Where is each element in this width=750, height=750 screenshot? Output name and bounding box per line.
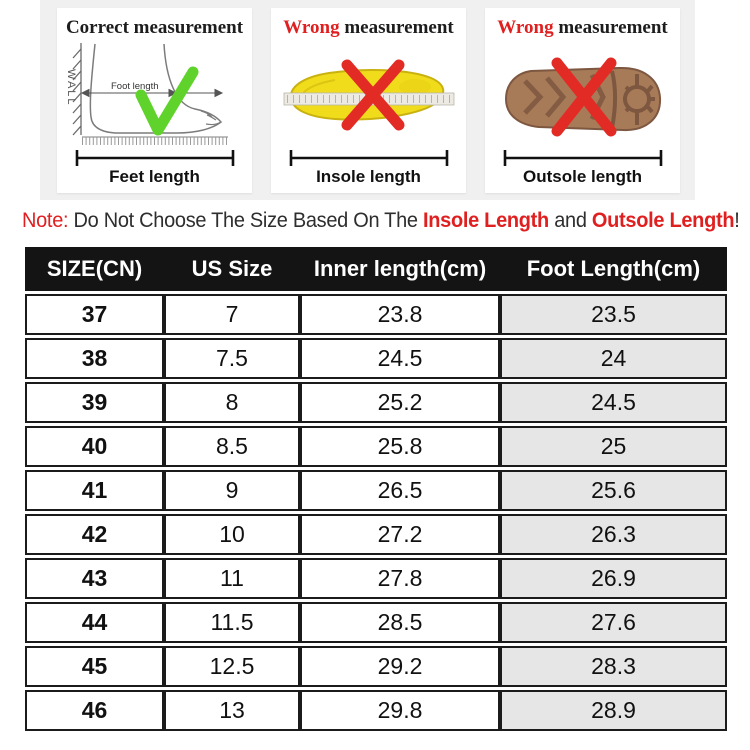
note-conjunction: and <box>554 209 587 232</box>
foot-length-measure-line <box>80 88 223 98</box>
cell-inner-length: 23.8 <box>300 294 500 335</box>
cell-foot-length: 25.6 <box>500 470 727 511</box>
foot-outline <box>89 43 222 134</box>
table-row: 38 7.5 24.5 24 <box>25 338 727 379</box>
cell-size-cn: 46 <box>25 690 164 731</box>
heel-pattern <box>609 70 655 129</box>
table-row: 45 12.5 29.2 28.3 <box>25 646 727 687</box>
cell-inner-length: 27.2 <box>300 514 500 555</box>
note-prefix: Note: <box>22 209 69 232</box>
panel-title-word: Correct <box>65 17 129 38</box>
wall-label: WALL <box>65 69 77 107</box>
cell-inner-length: 25.8 <box>300 426 500 467</box>
cell-inner-length: 29.2 <box>300 646 500 687</box>
header-inner-length: Inner length(cm) <box>300 247 500 291</box>
bracket-label: Feet length <box>109 167 200 186</box>
panel-title: Wrong measurement <box>283 17 453 39</box>
table-row: 46 13 29.8 28.9 <box>25 690 727 731</box>
cell-foot-length: 26.3 <box>500 514 727 555</box>
bracket-label: Insole length <box>316 167 421 186</box>
table-row: 39 8 25.2 24.5 <box>25 382 727 423</box>
note-highlight-outsole: Outsole Length <box>591 209 735 232</box>
table-row: 44 11.5 28.5 27.6 <box>25 602 727 643</box>
cell-inner-length: 25.2 <box>300 382 500 423</box>
cell-foot-length: 27.6 <box>500 602 727 643</box>
size-warning-note: Note: Do Not Choose The Size Based On Th… <box>22 209 740 233</box>
cell-us-size: 11.5 <box>164 602 300 643</box>
foot-measurement-illustration: WALL Foot length <box>65 43 228 145</box>
cell-foot-length: 28.9 <box>500 690 727 731</box>
outsole-illustration <box>504 57 661 137</box>
cell-inner-length: 29.8 <box>300 690 500 731</box>
insole-illustration <box>283 59 454 131</box>
cell-us-size: 7 <box>164 294 300 335</box>
table-row: 40 8.5 25.8 25 <box>25 426 727 467</box>
table-row: 41 9 26.5 25.6 <box>25 470 727 511</box>
table-row: 42 10 27.2 26.3 <box>25 514 727 555</box>
size-chart-table: SIZE(CN) US Size Inner length(cm) Foot L… <box>25 244 727 734</box>
cell-size-cn: 41 <box>25 470 164 511</box>
panel-wrong-outsole: Wrong measurement Outsole length <box>485 8 680 193</box>
cell-foot-length: 28.3 <box>500 646 727 687</box>
wall-hatch <box>72 43 82 136</box>
cell-inner-length: 26.5 <box>300 470 500 511</box>
cell-size-cn: 38 <box>25 338 164 379</box>
cell-inner-length: 28.5 <box>300 602 500 643</box>
cell-us-size: 10 <box>164 514 300 555</box>
panel-title-rest: measurement <box>558 17 668 38</box>
check-icon <box>135 66 198 136</box>
panel-title-rest: measurement <box>133 17 244 38</box>
note-highlight-insole: Insole Length <box>422 209 549 232</box>
table-row: 43 11 27.8 26.9 <box>25 558 727 599</box>
cell-us-size: 8.5 <box>164 426 300 467</box>
cell-foot-length: 23.5 <box>500 294 727 335</box>
cell-foot-length: 24 <box>500 338 727 379</box>
header-size-cn: SIZE(CN) <box>25 247 164 291</box>
cell-size-cn: 39 <box>25 382 164 423</box>
cell-size-cn: 40 <box>25 426 164 467</box>
cell-inner-length: 24.5 <box>300 338 500 379</box>
ruler <box>81 136 228 145</box>
panel-title-word: Wrong <box>497 17 554 38</box>
cross-icon <box>341 59 404 131</box>
cell-us-size: 9 <box>164 470 300 511</box>
cell-foot-length: 25 <box>500 426 727 467</box>
cell-us-size: 8 <box>164 382 300 423</box>
cell-foot-length: 24.5 <box>500 382 727 423</box>
cell-size-cn: 42 <box>25 514 164 555</box>
panel-title-word: Wrong <box>283 17 340 38</box>
note-body: Do Not Choose The Size Based On The <box>73 209 418 232</box>
bracket-label: Outsole length <box>523 167 642 186</box>
header-us-size: US Size <box>164 247 300 291</box>
length-bracket <box>503 150 662 166</box>
cell-us-size: 11 <box>164 558 300 599</box>
insole-shading <box>398 79 431 95</box>
cell-size-cn: 45 <box>25 646 164 687</box>
panel-wrong-insole: Wrong measurement Insole length <box>271 8 466 193</box>
cell-size-cn: 43 <box>25 558 164 599</box>
note-suffix: ! <box>734 209 740 232</box>
foot-length-label: Foot length <box>111 81 159 92</box>
cross-icon <box>551 57 616 137</box>
panel-correct-measurement: Correct measurement WALL Foot length <box>57 8 252 193</box>
measurement-panels-band: Correct measurement WALL Foot length <box>40 0 695 200</box>
length-bracket <box>289 150 448 166</box>
panel-title-rest: measurement <box>344 17 454 38</box>
panel-title: Correct measurement <box>66 17 243 39</box>
cell-us-size: 12.5 <box>164 646 300 687</box>
header-foot-length: Foot Length(cm) <box>500 247 727 291</box>
cell-size-cn: 37 <box>25 294 164 335</box>
cell-inner-length: 27.8 <box>300 558 500 599</box>
cell-foot-length: 26.9 <box>500 558 727 599</box>
table-row: 37 7 23.8 23.5 <box>25 294 727 335</box>
cell-us-size: 13 <box>164 690 300 731</box>
cell-size-cn: 44 <box>25 602 164 643</box>
panel-title: Wrong measurement <box>497 17 667 39</box>
cell-us-size: 7.5 <box>164 338 300 379</box>
table-header-row: SIZE(CN) US Size Inner length(cm) Foot L… <box>25 247 727 291</box>
length-bracket <box>75 150 234 166</box>
